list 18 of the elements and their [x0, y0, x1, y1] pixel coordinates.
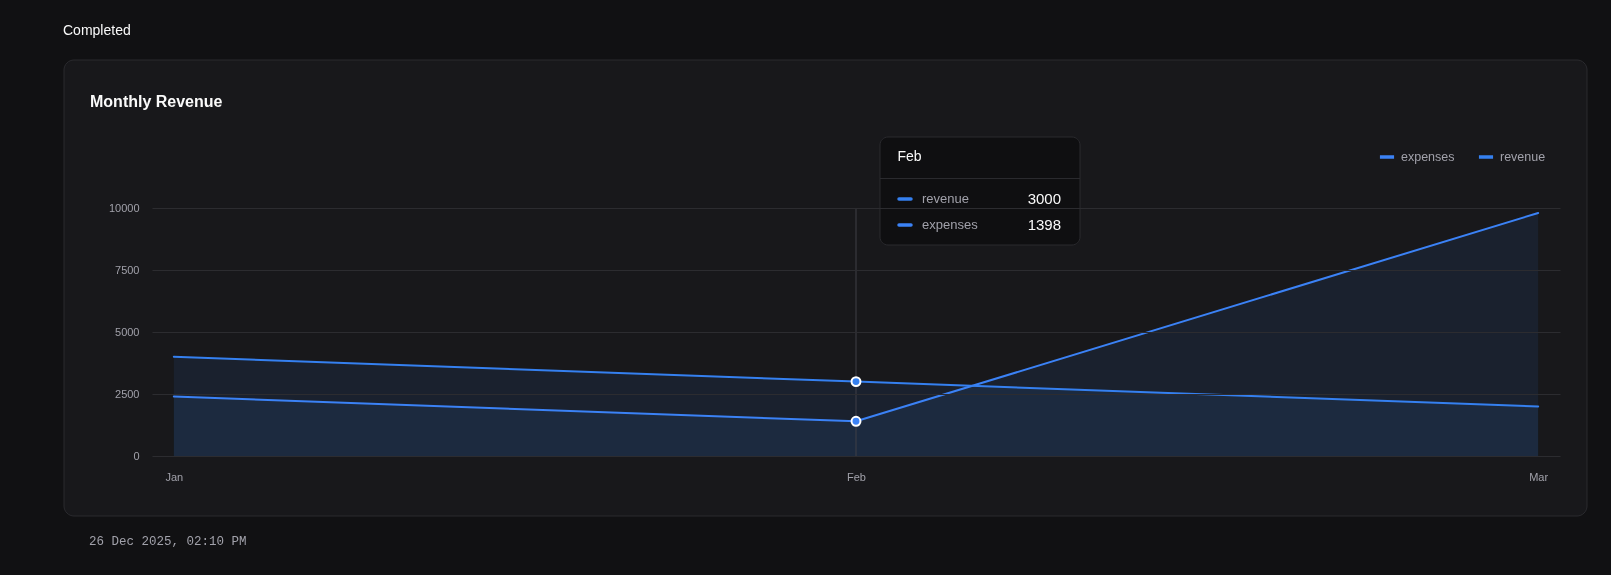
category-label: Feb	[897, 148, 922, 164]
y-tick-label: 2500	[115, 387, 140, 400]
text: 3000	[1027, 190, 1061, 207]
text: 26 Dec 2025, 02:10 PM	[89, 535, 247, 549]
text: Completed	[63, 22, 131, 38]
chart-title: Monthly Revenue	[90, 93, 223, 110]
annotation: 1398	[1027, 216, 1061, 233]
x-tick-label: Jan	[165, 470, 184, 483]
y-tick-label: 0	[133, 449, 140, 462]
legend-label: expenses	[922, 217, 979, 232]
y-tick-label: 5000	[115, 325, 140, 338]
text: expenses	[1401, 150, 1455, 164]
y-tick-label: 7500	[115, 263, 140, 276]
x-tick-label: Mar	[1529, 470, 1549, 483]
y-tick-label: 10000	[108, 201, 140, 214]
x-tick-label: Feb	[847, 470, 866, 483]
text: revenue	[1500, 150, 1546, 164]
legend-label: revenue	[922, 191, 969, 206]
